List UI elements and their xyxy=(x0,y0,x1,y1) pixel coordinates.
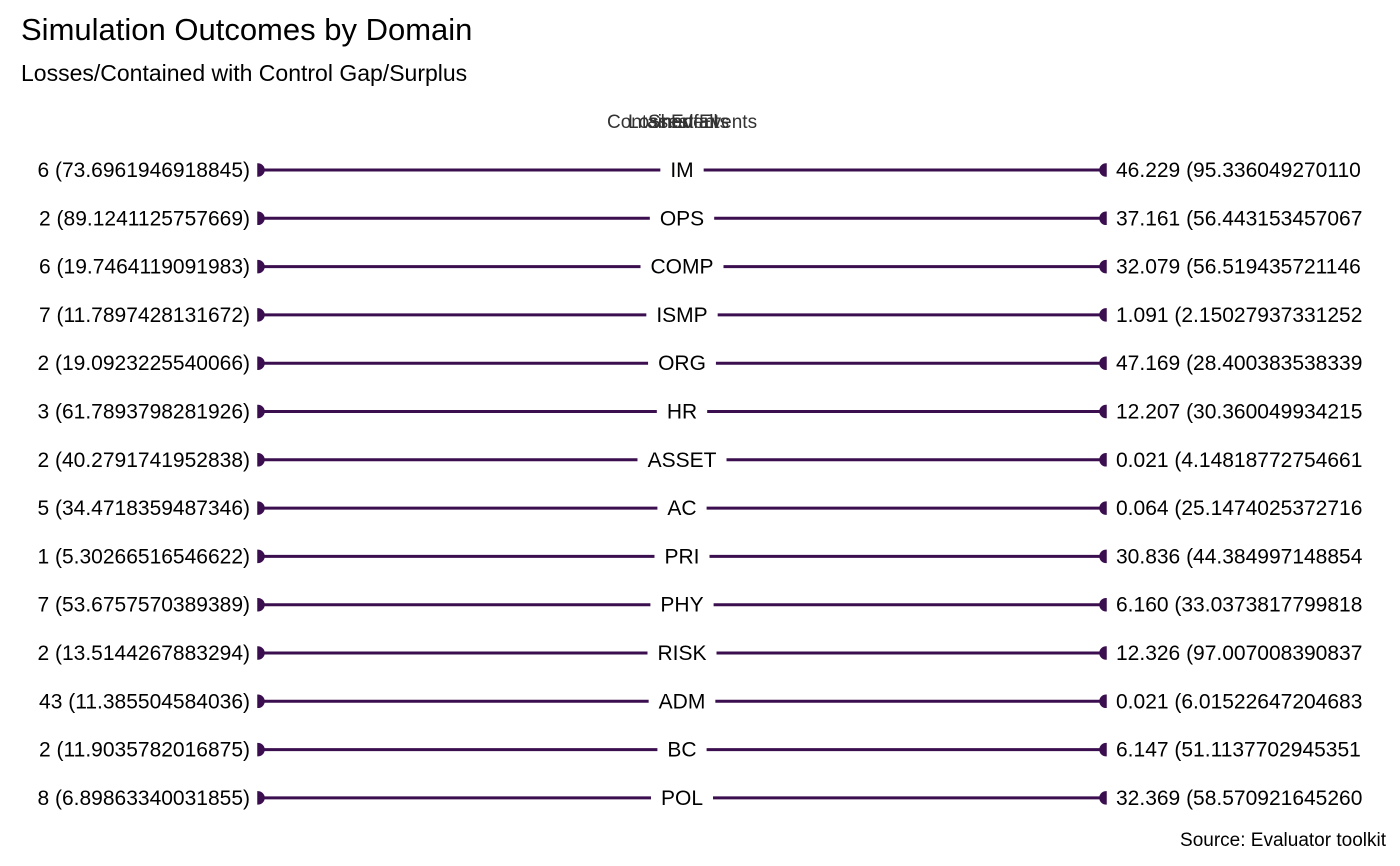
right-value-label: 47.169 (28.400383538339 xyxy=(1116,352,1362,375)
left-value-label: 2 (11.9035782016875) xyxy=(39,739,250,762)
category-label: IM xyxy=(670,159,693,182)
right-marker xyxy=(1099,694,1107,709)
category-label: RISK xyxy=(657,642,706,665)
left-value-label: 7 (53.6757570389389) xyxy=(37,594,250,617)
left-marker xyxy=(257,259,265,274)
row-ops: 2 (89.1241125757669) OPS 37.161 (56.443153… xyxy=(39,207,1362,230)
left-value-label: 43 (11.385504584036) xyxy=(39,690,250,713)
row-pri: 1 (5.30266516546622) PRI 30.836 (44.384997… xyxy=(37,545,1362,568)
category-label: ADM xyxy=(659,690,706,713)
chart-subtitle: Losses/Contained with Control Gap/Surplu… xyxy=(21,60,467,86)
left-value-label: 6 (73.6961946918845) xyxy=(37,159,250,182)
right-value-label: 30.836 (44.384997148854 xyxy=(1116,545,1363,568)
right-value-label: 37.161 (56.443153457067 xyxy=(1116,207,1362,230)
left-marker xyxy=(257,597,265,612)
row-ac: 5 (34.4718359487346) AC 0.064 (25.14740253… xyxy=(37,497,1362,520)
left-marker xyxy=(257,404,265,419)
row-risk: 2 (13.5144267883294) RISK 12.326 (97.00700… xyxy=(37,642,1362,665)
right-marker xyxy=(1099,549,1107,564)
left-marker xyxy=(257,453,265,467)
right-marker xyxy=(1099,163,1107,177)
right-marker xyxy=(1099,453,1107,467)
right-marker xyxy=(1099,742,1107,757)
left-marker xyxy=(257,308,265,322)
row-hr: 3 (61.7893798281926) HR 12.207 (30.3600499… xyxy=(37,401,1362,424)
right-value-label: 0.064 (25.1474025372716 xyxy=(1116,497,1362,520)
right-value-label: 6.147 (51.1137702945351 xyxy=(1116,739,1361,762)
left-value-label: 2 (13.5144267883294) xyxy=(37,642,250,665)
left-marker xyxy=(257,211,265,226)
category-label: ASSET xyxy=(648,449,717,472)
right-marker xyxy=(1099,356,1107,370)
left-marker xyxy=(257,163,265,177)
right-marker xyxy=(1099,308,1107,322)
chart-rows: 6 (73.6961946918845) IM 46.229 (95.3360492… xyxy=(37,159,1362,810)
right-value-label: 12.207 (30.360049934215 xyxy=(1116,401,1362,424)
left-value-label: 6 (19.7464119091983) xyxy=(39,256,250,279)
right-marker xyxy=(1099,501,1107,515)
row-bc: 2 (11.9035782016875) BC 6.147 (51.11377029… xyxy=(39,739,1361,762)
right-marker xyxy=(1099,791,1107,805)
left-marker xyxy=(257,549,265,564)
chart-title: Simulation Outcomes by Domain xyxy=(21,12,472,47)
row-im: 6 (73.6961946918845) IM 46.229 (95.3360492… xyxy=(37,159,1360,182)
right-marker xyxy=(1099,646,1107,660)
source-caption: Source: Evaluator toolkit xyxy=(1180,830,1387,851)
category-label: HR xyxy=(667,401,697,424)
legend-entry-losses: Losses xyxy=(628,112,688,133)
category-label: PHY xyxy=(660,594,703,617)
row-pol: 8 (6.89863340031855) POL 32.369 (58.570921… xyxy=(37,787,1362,810)
left-value-label: 8 (6.89863340031855) xyxy=(37,787,250,810)
left-value-label: 5 (34.4718359487346) xyxy=(37,497,250,520)
legend-entry-events: Events xyxy=(671,112,729,133)
right-marker xyxy=(1099,597,1107,612)
left-value-label: 1 (5.30266516546622) xyxy=(37,545,250,568)
row-adm: 43 (11.385504584036) ADM 0.021 (6.01522647… xyxy=(39,690,1362,713)
legend-entry-events-2: Events xyxy=(699,112,757,133)
left-marker xyxy=(257,501,265,515)
left-marker xyxy=(257,742,265,757)
left-value-label: 2 (19.0923225540066) xyxy=(37,352,250,375)
row-org: 2 (19.0923225540066) ORG 47.169 (28.400383… xyxy=(37,352,1362,375)
left-marker xyxy=(257,791,265,805)
right-marker xyxy=(1099,404,1107,419)
category-label: COMP xyxy=(651,256,714,279)
right-marker xyxy=(1099,211,1107,226)
legend: Contained Losses Shortfall Events Events xyxy=(607,112,757,133)
left-value-label: 7 (11.7897428131672) xyxy=(39,304,250,327)
category-label: OPS xyxy=(660,207,704,230)
row-comp: 6 (19.7464119091983) COMP 32.079 (56.51943… xyxy=(39,256,1361,279)
category-label: ISMP xyxy=(656,304,707,327)
right-value-label: 12.326 (97.007008390837 xyxy=(1116,642,1362,665)
left-marker xyxy=(257,646,265,660)
category-label: AC xyxy=(667,497,696,520)
legend-entry-shortfall: Shortfall xyxy=(648,112,718,133)
row-ismp: 7 (11.7897428131672) ISMP 1.091 (2.1502793… xyxy=(39,304,1362,327)
left-marker xyxy=(257,694,265,709)
legend-entry-contained: Contained xyxy=(607,112,694,133)
right-value-label: 6.160 (33.0373817799818 xyxy=(1116,594,1362,617)
left-value-label: 3 (61.7893798281926) xyxy=(37,401,250,424)
left-value-label: 2 (40.2791741952838) xyxy=(37,449,250,472)
right-value-label: 0.021 (6.01522647204683 xyxy=(1116,690,1362,713)
right-value-label: 32.369 (58.570921645260 xyxy=(1116,787,1362,810)
row-asset: 2 (40.2791741952838) ASSET 0.021 (4.148187… xyxy=(37,449,1362,472)
right-value-label: 1.091 (2.15027937331252 xyxy=(1116,304,1362,327)
category-label: ORG xyxy=(658,352,706,375)
right-value-label: 32.079 (56.519435721146 xyxy=(1116,256,1361,279)
category-label: PRI xyxy=(664,545,699,568)
left-marker xyxy=(257,356,265,370)
category-label: BC xyxy=(667,739,696,762)
right-value-label: 46.229 (95.336049270110 xyxy=(1116,159,1361,182)
left-value-label: 2 (89.1241125757669) xyxy=(39,207,250,230)
category-label: POL xyxy=(661,787,703,810)
right-value-label: 0.021 (4.14818772754661 xyxy=(1116,449,1362,472)
right-marker xyxy=(1099,259,1107,274)
row-phy: 7 (53.6757570389389) PHY 6.160 (33.0373817… xyxy=(37,594,1362,617)
